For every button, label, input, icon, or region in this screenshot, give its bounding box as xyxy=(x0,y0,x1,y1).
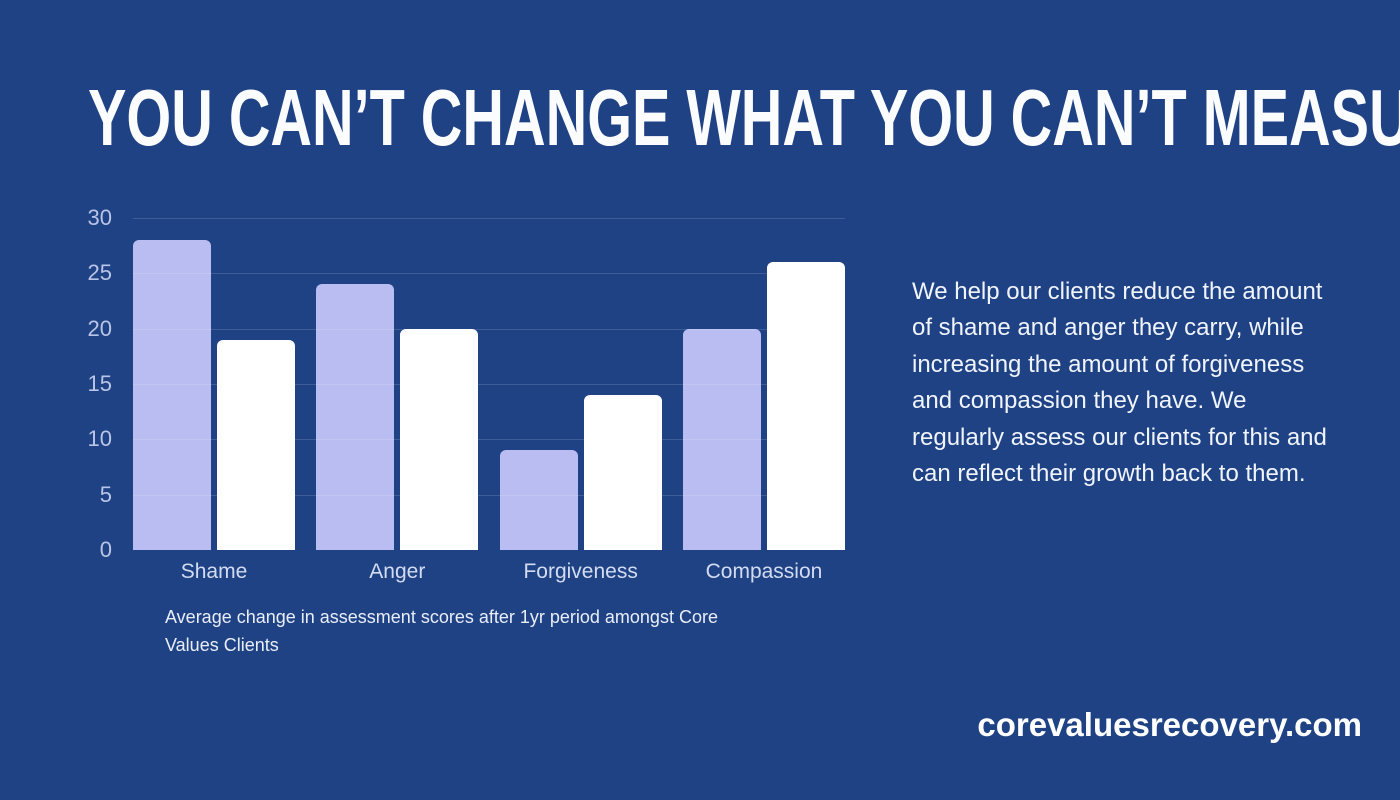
y-axis-tick-label-20: 20 xyxy=(87,315,112,341)
x-axis: Shame Anger Forgiveness Compassion xyxy=(133,560,845,584)
bar-compassion-white xyxy=(766,262,845,550)
chart-caption: Average change in assessment scores afte… xyxy=(165,607,718,655)
bar-shame-white xyxy=(217,339,295,550)
gridline-25 xyxy=(133,273,845,275)
bar-group-forgiveness xyxy=(499,218,662,550)
y-axis-tick-label-0: 0 xyxy=(99,537,112,562)
x-axis-category-label-anger: Anger xyxy=(369,560,426,583)
page-title: YOU CAN’T CHANGE WHAT YOU CAN’T MEASURE xyxy=(88,73,1400,162)
bar-group-compassion xyxy=(682,218,845,550)
bar-group-anger xyxy=(316,218,479,550)
bar-anger-white xyxy=(400,328,479,550)
bar-group-shame xyxy=(133,218,295,550)
y-axis-tick-label-30: 30 xyxy=(87,205,112,230)
y-axis-tick-label-5: 5 xyxy=(99,481,112,507)
gridline-10 xyxy=(133,439,845,441)
website-url: corevaluesrecovery.com xyxy=(977,706,1362,743)
gridline-15 xyxy=(133,384,845,385)
y-axis-tick-label-10: 10 xyxy=(87,426,112,452)
y-axis-tick-label-25: 25 xyxy=(87,260,112,286)
gridline-5 xyxy=(133,494,845,496)
x-axis-category-label-shame: Shame xyxy=(180,560,248,583)
bar-forgiveness-white xyxy=(583,395,662,550)
x-axis-category-label-forgiveness: Forgiveness xyxy=(523,560,638,583)
gridline-20 xyxy=(133,328,845,330)
gridline-30 xyxy=(133,218,845,219)
bar-forgiveness-lavender xyxy=(499,450,578,550)
bar-shame-lavender xyxy=(133,240,211,550)
description-paragraph: We help our clients reduce the amount of… xyxy=(912,278,1327,488)
bar-compassion-lavender xyxy=(682,328,761,550)
y-axis: 0 5 10 15 20 25 30 xyxy=(62,205,112,562)
y-axis-tick-label-15: 15 xyxy=(87,371,112,396)
bars-row xyxy=(133,218,845,550)
x-axis-category-label-compassion: Compassion xyxy=(705,560,823,583)
bar-anger-lavender xyxy=(316,284,395,550)
plot-area xyxy=(133,218,845,550)
